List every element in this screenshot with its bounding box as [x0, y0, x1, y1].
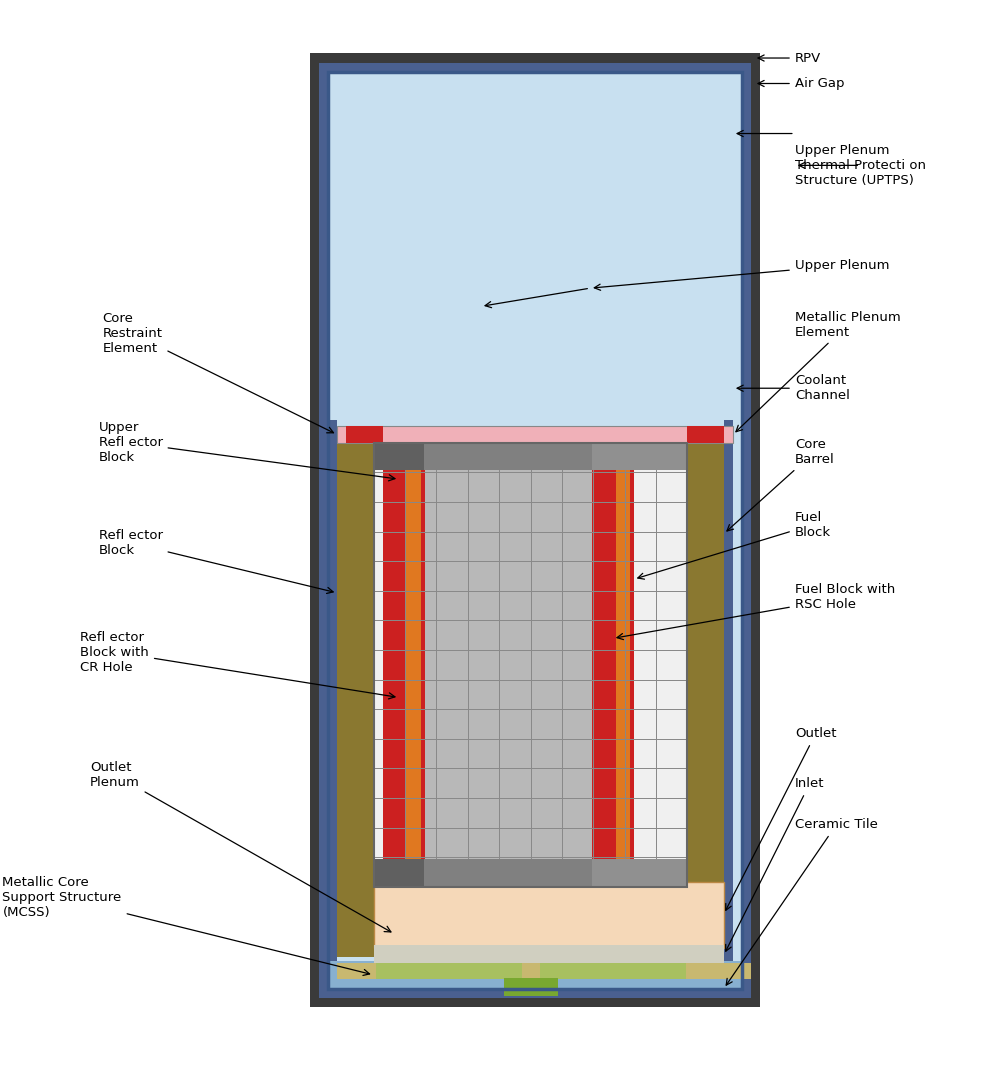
Bar — [420, 465, 592, 863]
Bar — [377, 963, 522, 979]
Bar — [407, 465, 420, 863]
Text: Inlet: Inlet — [726, 778, 824, 951]
Bar — [540, 963, 686, 979]
Text: Outlet: Outlet — [726, 728, 836, 911]
Text: Outlet
Plenum: Outlet Plenum — [90, 761, 391, 932]
Bar — [724, 420, 733, 962]
Text: Core
Restraint
Element: Core Restraint Element — [102, 312, 334, 433]
Bar — [310, 53, 760, 1007]
Bar — [319, 63, 751, 997]
Text: RPV: RPV — [758, 52, 821, 65]
Bar — [374, 443, 688, 887]
Text: Air Gap: Air Gap — [758, 77, 844, 90]
Bar — [346, 427, 383, 443]
Text: Fuel
Block: Fuel Block — [638, 511, 831, 579]
Text: Coolant
Channel: Coolant Channel — [738, 375, 850, 402]
Bar — [423, 860, 592, 887]
Text: Upper Plenum: Upper Plenum — [594, 259, 890, 290]
Bar — [688, 428, 724, 956]
Text: Ceramic Tile: Ceramic Tile — [727, 819, 878, 986]
Text: Core
Barrel: Core Barrel — [727, 438, 835, 531]
Bar — [383, 465, 424, 863]
Bar — [504, 978, 559, 996]
Bar — [374, 883, 724, 948]
Bar — [374, 443, 423, 470]
Text: Fuel Block with
RSC Hole: Fuel Block with RSC Hole — [617, 584, 895, 640]
Bar — [337, 427, 733, 443]
Bar — [592, 443, 688, 470]
Bar — [592, 465, 634, 863]
Bar — [374, 945, 724, 965]
Text: Refl ector
Block with
CR Hole: Refl ector Block with CR Hole — [81, 630, 395, 699]
Bar — [328, 71, 743, 989]
Text: Upper
Refl ector
Block: Upper Refl ector Block — [98, 421, 395, 481]
Bar — [615, 465, 630, 863]
Bar — [592, 860, 688, 887]
Text: Metallic Core
Support Structure
(MCSS): Metallic Core Support Structure (MCSS) — [2, 876, 370, 976]
Bar — [328, 420, 337, 962]
Bar — [328, 71, 743, 989]
Bar — [337, 963, 751, 979]
Bar — [688, 427, 724, 443]
Bar — [374, 860, 423, 887]
Text: Metallic Plenum
Element: Metallic Plenum Element — [736, 311, 901, 432]
Bar — [328, 962, 743, 989]
Bar — [374, 443, 688, 887]
Bar — [337, 428, 374, 956]
Text: Refl ector
Block: Refl ector Block — [98, 529, 333, 593]
Bar — [423, 443, 592, 470]
Text: Upper Plenum
Thermal Protecti on
Structure (UPTPS): Upper Plenum Thermal Protecti on Structu… — [795, 144, 925, 187]
Bar — [337, 90, 733, 432]
